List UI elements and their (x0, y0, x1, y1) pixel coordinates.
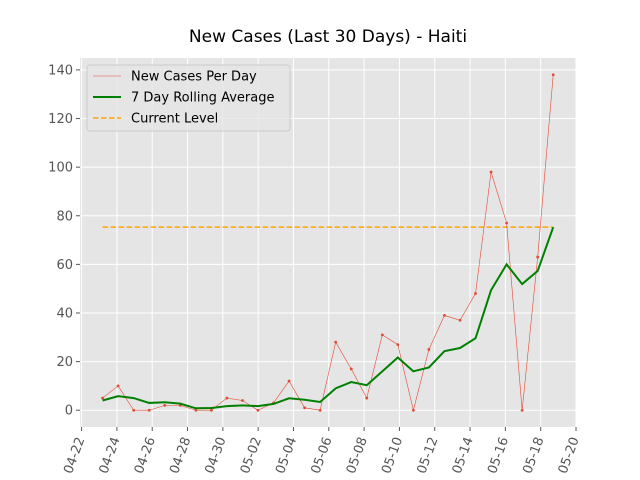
y-tick-label: 140 (48, 63, 73, 78)
x-tick-label: 05-06 (309, 435, 336, 476)
data-point (365, 396, 369, 400)
y-tick-label: 40 (56, 306, 73, 321)
x-tick-label: 05-16 (485, 435, 512, 476)
y-tick-label: 20 (56, 355, 73, 370)
data-point (520, 408, 524, 412)
data-point (505, 221, 509, 225)
data-point (536, 255, 540, 259)
marks (101, 73, 555, 412)
y-tick-label: 100 (48, 161, 73, 176)
y-tick-label: 80 (56, 209, 73, 224)
legend: New Cases Per Day 7 Day Rolling Average Cu… (86, 64, 291, 132)
data-point (380, 333, 384, 337)
x-tick-label: 05-14 (450, 435, 477, 476)
data-point (147, 408, 151, 412)
legend-box (86, 64, 291, 132)
y-tick-label: 60 (56, 258, 73, 273)
data-point (256, 408, 260, 412)
x-tick-label: 05-20 (556, 435, 583, 476)
y-tick-label: 0 (65, 404, 73, 419)
data-point (101, 396, 105, 400)
x-tick-label: 04-24 (97, 435, 124, 476)
data-point (489, 170, 493, 174)
legend-label: New Cases Per Day (131, 70, 257, 85)
data-point (334, 340, 338, 344)
data-point (551, 73, 555, 77)
data-point (241, 399, 244, 402)
x-tick-label: 05-02 (238, 435, 265, 476)
x-tick-label: 05-04 (273, 435, 300, 476)
data-point (287, 379, 291, 383)
x-tick-label: 05-08 (344, 435, 371, 476)
data-point (303, 406, 307, 410)
data-point (411, 408, 415, 412)
x-tick-label: 05-10 (379, 435, 406, 476)
legend-label: 7 Day Rolling Average (131, 91, 274, 106)
data-point (209, 408, 213, 412)
x-tick-label: 05-12 (414, 435, 441, 476)
x-tick-label: 04-26 (132, 435, 159, 476)
series-line (102, 226, 555, 410)
chart-title: New Cases (Last 30 Days) - Haiti (189, 27, 467, 47)
data-point (225, 396, 229, 400)
data-point (349, 367, 353, 371)
data-point (132, 408, 136, 412)
x-tick-label: 04-30 (203, 435, 230, 476)
data-point (194, 408, 198, 412)
series-line (102, 74, 554, 411)
data-point (163, 403, 167, 407)
legend-label: Current Level (131, 112, 218, 127)
data-point (427, 348, 431, 351)
data-point (396, 343, 400, 346)
data-point (474, 292, 477, 295)
x-tick-label: 04-22 (61, 435, 88, 476)
x-tick-label: 04-28 (167, 435, 194, 476)
data-point (443, 314, 446, 317)
x-tick-label: 05-18 (520, 435, 547, 476)
data-point (318, 408, 322, 412)
data-point (116, 384, 120, 388)
y-tick-label: 120 (48, 112, 73, 127)
data-point (458, 318, 462, 322)
